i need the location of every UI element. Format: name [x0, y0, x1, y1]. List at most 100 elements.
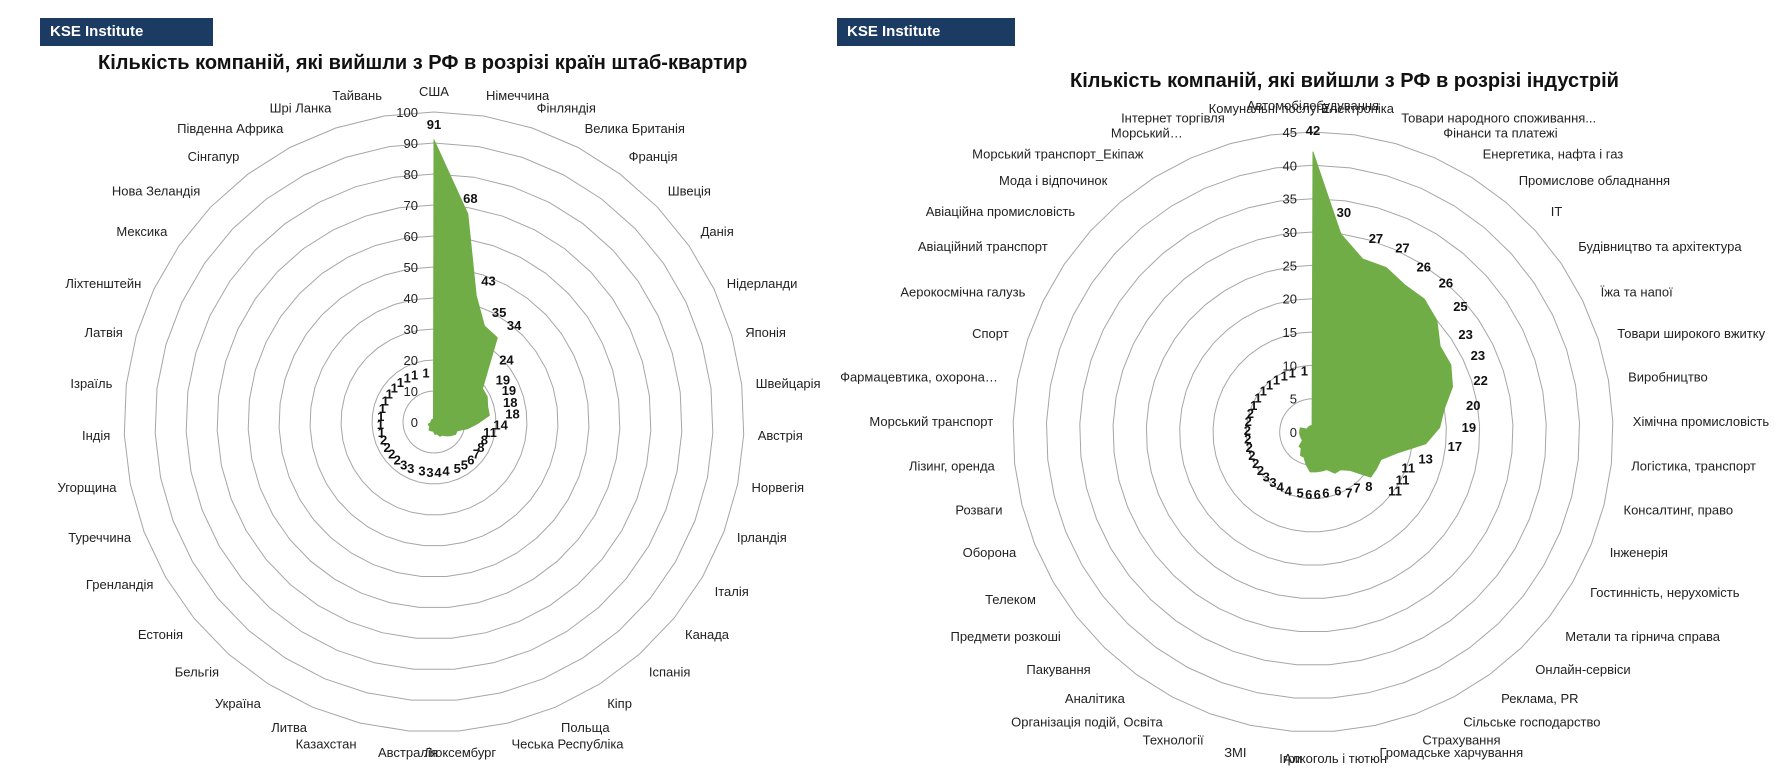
category-label: Страхування [1422, 733, 1500, 748]
category-label: Морський транспорт_Екіпаж [972, 147, 1144, 162]
value-label: 91 [427, 117, 441, 132]
grid-ring [340, 328, 528, 516]
value-label: 1 [1250, 398, 1257, 413]
radial-tick-label: 10 [1283, 358, 1297, 373]
radial-tick-label: 30 [1283, 225, 1297, 240]
value-label: 26 [1417, 259, 1431, 274]
value-label: 1 [1266, 378, 1273, 393]
category-label: Реклама, PR [1501, 691, 1578, 706]
radial-tick-label: 80 [404, 167, 418, 182]
radial-tick-label: 20 [1283, 292, 1297, 307]
category-label: Товари народного споживання... [1401, 110, 1596, 125]
right-panel: KSE Institute Кількість компаній, які ви… [837, 0, 1792, 776]
category-label: Нова Зеландія [112, 184, 200, 199]
value-label: 25 [1453, 299, 1467, 314]
category-label: США [419, 84, 449, 99]
value-label: 17 [1448, 439, 1462, 454]
value-label: 18 [503, 395, 517, 410]
category-label: Австрія [758, 428, 803, 443]
value-label: 6 [1334, 483, 1341, 498]
radial-tick-label: 60 [404, 229, 418, 244]
category-label: Тайвань [332, 88, 382, 103]
radial-tick-label: 25 [1283, 258, 1297, 273]
radial-tick-label: 15 [1283, 325, 1297, 340]
category-label: Мексика [116, 224, 168, 239]
category-label: Морський транспорт [869, 414, 993, 429]
value-label: 22 [1473, 373, 1487, 388]
value-label: 2 [1247, 406, 1254, 421]
value-label: 34 [507, 318, 522, 333]
radial-tick-label: 40 [404, 291, 418, 306]
value-label: 1 [377, 409, 384, 424]
value-label: 2 [388, 447, 395, 462]
value-label: 1 [378, 425, 385, 440]
value-label: 1 [382, 394, 389, 409]
radial-tick-label: 50 [404, 260, 418, 275]
value-label: 1 [386, 387, 393, 402]
value-label: 1 [379, 401, 386, 416]
category-label: Фінанси та платежі [1443, 126, 1558, 141]
value-label: 5 [461, 457, 468, 472]
category-label: Спорт [972, 326, 1009, 341]
category-label: Шрі Ланка [270, 101, 333, 116]
category-label: Ірландія [737, 530, 787, 545]
category-label: Їжа та напої [1601, 285, 1673, 300]
category-label: Бельгія [175, 665, 219, 680]
category-label: Литва [271, 720, 308, 735]
category-label: Латвія [85, 325, 123, 340]
category-label: Канада [685, 627, 730, 642]
category-label: Нідерланди [727, 276, 798, 291]
category-label: Енергетика, нафта і газ [1483, 147, 1624, 162]
value-label: 1 [1289, 365, 1296, 380]
value-label: 1 [377, 417, 384, 432]
value-label: 14 [493, 417, 508, 432]
category-label: Технології [1143, 733, 1204, 748]
radial-tick-label: 70 [404, 198, 418, 213]
radial-tick-label: 35 [1283, 192, 1297, 207]
value-label: 19 [1462, 420, 1476, 435]
radial-tick-label: 30 [404, 322, 418, 337]
value-label: 1 [422, 366, 429, 381]
value-label: 6 [1322, 486, 1329, 501]
value-label: 43 [481, 273, 495, 288]
value-label: 1 [1301, 364, 1308, 379]
category-label: Естонія [138, 627, 183, 642]
category-label: Розваги [955, 502, 1002, 517]
value-label: 2 [1244, 423, 1251, 438]
value-label: 5 [454, 461, 461, 476]
value-label: 2 [383, 440, 390, 455]
value-label: 23 [1471, 348, 1485, 363]
radar-chart-countries: 0102030405060708090100916843353424191918… [58, 84, 821, 760]
chart-title: Кількість компаній, які вийшли з РФ в ро… [98, 52, 748, 74]
grid-ring [216, 204, 652, 639]
category-label: Аналітика [1065, 691, 1126, 706]
category-label: Індія [82, 428, 110, 443]
value-label: 3 [400, 457, 407, 472]
value-label: 42 [1306, 123, 1320, 138]
value-label: 1 [1260, 384, 1267, 399]
grid-ring [247, 235, 621, 608]
category-label: Аерокосмічна галузь [900, 285, 1025, 300]
value-label: 11 [1401, 461, 1415, 476]
category-label: Німеччина [486, 88, 550, 103]
value-label: 6 [1305, 487, 1312, 502]
category-label: Данія [701, 224, 734, 239]
grid-ring [1145, 264, 1481, 599]
category-label: Авіаційний транспорт [918, 239, 1048, 254]
radial-tick-label: 40 [1283, 158, 1297, 173]
value-label: 2 [1257, 463, 1264, 478]
grid-ring [1079, 198, 1547, 666]
radial-tick-label: 5 [1290, 392, 1297, 407]
value-label: 19 [502, 383, 516, 398]
grid-ring [154, 142, 714, 701]
category-label: Польща [561, 720, 610, 735]
category-label: Велика Британія [585, 121, 685, 136]
value-label: 1 [1281, 368, 1288, 383]
category-label: Алкоголь і тютюн [1284, 751, 1388, 766]
value-label: 6 [1314, 487, 1321, 502]
category-label: Логістика, транспорт [1631, 458, 1756, 473]
value-label: 6 [467, 452, 474, 467]
value-label: 2 [1248, 448, 1255, 463]
category-label: Ізраїль [70, 376, 112, 391]
category-label: Люксембург [424, 745, 496, 760]
